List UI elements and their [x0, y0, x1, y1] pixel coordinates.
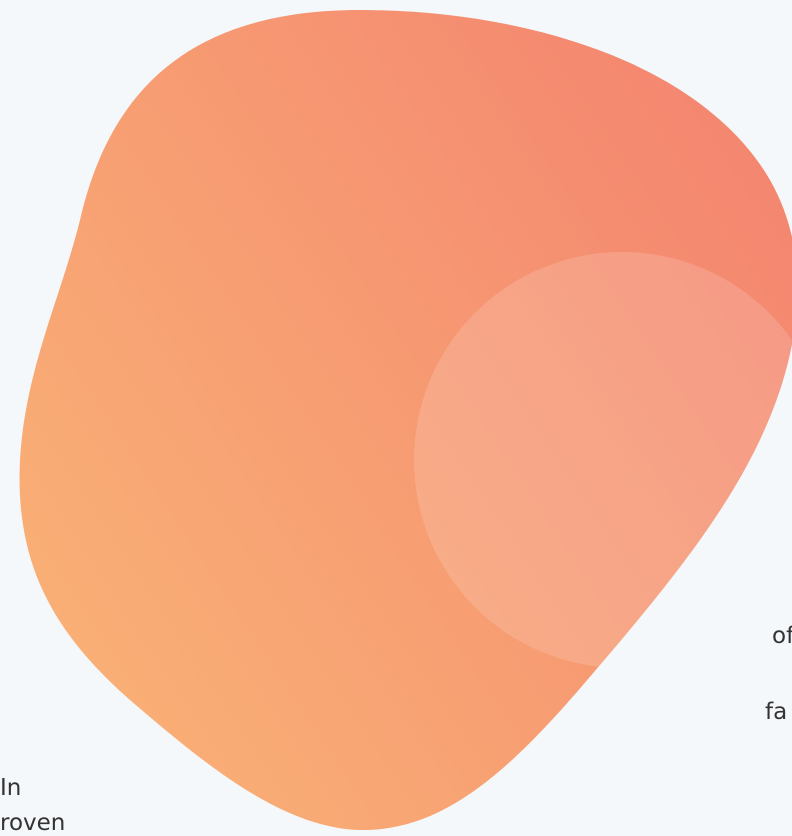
text-fragment: of: [772, 625, 792, 648]
text-fragment: In: [0, 777, 21, 800]
text-fragment: fa: [765, 701, 787, 724]
decorative-blob: [0, 0, 792, 834]
text-fragment: roven: [0, 812, 65, 835]
page: {"left_text": ["In", "roven"], "right_te…: [0, 0, 792, 834]
